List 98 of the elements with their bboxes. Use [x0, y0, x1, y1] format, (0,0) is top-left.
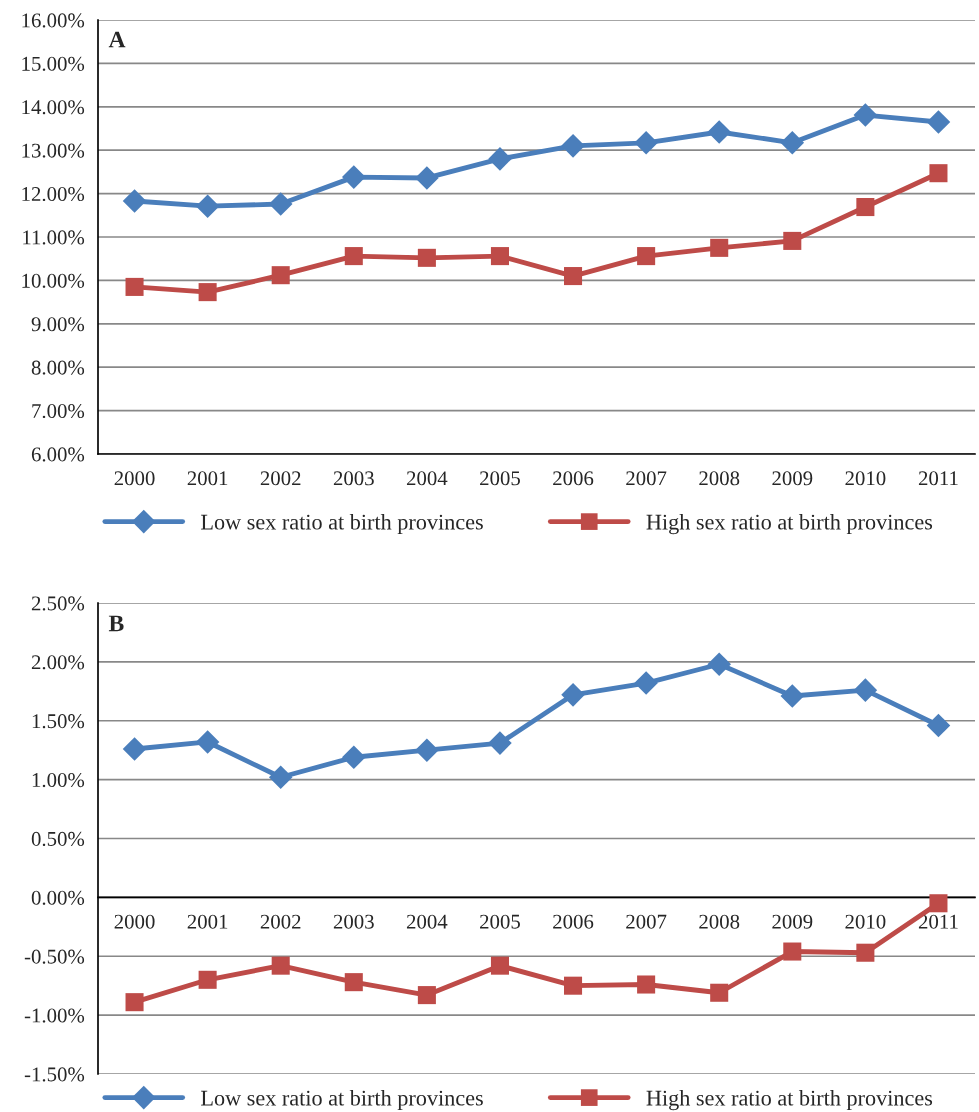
y-tick-label: 11.00%: [23, 230, 85, 245]
x-tick-label: 2004: [406, 471, 448, 486]
point: [926, 110, 951, 134]
point: [564, 976, 583, 995]
y-tick-label: 10.00%: [22, 273, 85, 288]
point: [415, 166, 439, 190]
point: [564, 267, 583, 286]
point: [929, 164, 948, 183]
point: [125, 993, 144, 1012]
y-tick-label: 13.00%: [22, 143, 85, 158]
point: [634, 131, 658, 155]
point: [780, 131, 805, 155]
x-tick-label: 2006: [553, 914, 594, 929]
x-tick-label: 2006: [553, 471, 594, 486]
point: [198, 283, 217, 302]
point: [853, 678, 878, 702]
point: [710, 983, 729, 1002]
point: [271, 956, 290, 975]
point: [122, 737, 147, 761]
point: [780, 684, 805, 708]
point: [707, 652, 731, 677]
point: [271, 266, 290, 285]
x-tick-label: 2010: [845, 471, 886, 486]
y-tick-label: 15.00%: [22, 56, 85, 71]
y-tick-label: 16.00%: [22, 13, 85, 28]
x-tick-label: 2002: [260, 471, 301, 486]
point: [926, 713, 951, 738]
y-tick-label: 7.00%: [32, 403, 85, 419]
point: [195, 194, 220, 218]
legend-label: Low sex ratio at birth provinces: [201, 513, 483, 535]
y-tick-label: -1.00%: [24, 1008, 85, 1023]
point: [561, 134, 585, 158]
y-tick-label: 14.00%: [22, 100, 85, 115]
x-tick-label: 2005: [480, 914, 520, 929]
point: [195, 730, 220, 754]
point: [344, 973, 363, 992]
x-tick-label: 2002: [260, 914, 301, 929]
legend-label: High sex ratio at birth provinces: [646, 513, 933, 535]
point: [417, 986, 436, 1005]
x-tick-label: 2008: [699, 471, 740, 486]
x-tick-label: 2011: [918, 471, 958, 486]
legend-label: High sex ratio at birth provinces: [646, 1089, 933, 1111]
point: [198, 970, 217, 989]
y-tick-label: 9.00%: [31, 317, 85, 332]
point: [344, 247, 363, 266]
y-tick-label: -0.50%: [24, 949, 85, 964]
point: [490, 956, 509, 975]
x-tick-label: 2009: [772, 914, 813, 929]
point: [637, 975, 656, 994]
x-tick-label: 2007: [626, 914, 667, 929]
point: [856, 198, 875, 217]
x-tick-label: 2010: [845, 914, 886, 929]
x-tick-label: 2003: [333, 471, 374, 486]
y-tick-label: 12.00%: [22, 186, 85, 202]
y-tick-label: 1.00%: [32, 773, 85, 788]
x-tick-label: 2000: [114, 471, 155, 486]
x-tick-label: 2003: [333, 914, 374, 929]
point: [561, 683, 585, 707]
point: [490, 247, 509, 266]
point: [929, 894, 948, 913]
annotation: B: [108, 615, 124, 632]
x-tick-label: 2009: [772, 471, 813, 486]
y-tick-label: 8.00%: [31, 360, 85, 375]
point: [853, 103, 878, 127]
y-tick-label: -1.50%: [24, 1067, 85, 1082]
point: [637, 247, 656, 266]
point: [125, 277, 144, 296]
point: [268, 192, 293, 216]
y-tick-label: 6.00%: [31, 447, 85, 462]
point: [710, 238, 729, 257]
y-tick-label: 0.50%: [31, 831, 85, 847]
point: [342, 165, 366, 189]
point: [488, 147, 512, 171]
annotation: A: [108, 31, 126, 48]
y-tick-label: 0.00%: [31, 890, 85, 905]
point: [488, 731, 512, 755]
x-tick-label: 2007: [626, 471, 667, 486]
point: [415, 738, 439, 762]
point: [342, 745, 366, 770]
x-tick-label: 2000: [114, 914, 155, 929]
point: [783, 942, 802, 961]
point: [417, 248, 436, 267]
point: [856, 943, 875, 962]
x-tick-label: 2011: [918, 914, 958, 929]
y-tick-label: 2.00%: [31, 655, 85, 670]
point: [268, 765, 293, 790]
point: [634, 671, 658, 695]
y-tick-label: 2.50%: [31, 596, 85, 611]
y-tick-label: 1.50%: [32, 714, 85, 729]
x-tick-label: 2008: [699, 914, 740, 929]
point: [707, 120, 731, 144]
legend-label: Low sex ratio at birth provinces: [201, 1089, 483, 1111]
x-tick-label: 2001: [187, 471, 228, 486]
point: [783, 231, 802, 250]
point: [122, 189, 147, 213]
x-tick-label: 2001: [187, 914, 228, 929]
x-tick-label: 2005: [480, 471, 520, 486]
x-tick-label: 2004: [406, 914, 448, 929]
